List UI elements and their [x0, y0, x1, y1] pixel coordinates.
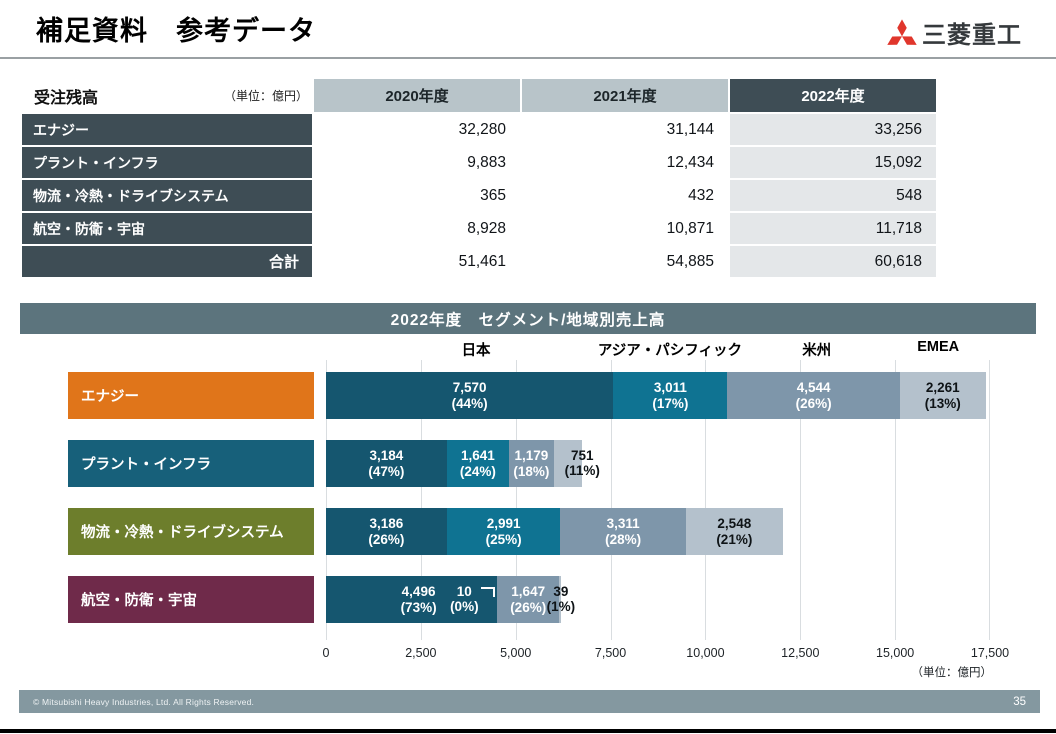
table-cell: 8,928	[314, 213, 520, 244]
bar-segment-emea: 2,548 (21%)	[685, 508, 783, 555]
chart-body: 日本 アジア・パシフィック 米州 EMEA エナジー 7,570 (44%) 3,…	[20, 334, 1036, 684]
table-cell: 365	[314, 180, 520, 211]
bar-row-plants-infra: プラント・インフラ 3,184 (47%) 1,641 (24%) 1,179 (18…	[20, 440, 1036, 487]
bar-segment-japan: 3,186 (26%)	[326, 508, 447, 555]
bar-segment-japan: 4,496 (73%)	[326, 576, 497, 623]
title-divider	[0, 57, 1056, 59]
chart-row-label-energy: エナジー	[68, 372, 314, 419]
table-cell: 60,618	[730, 246, 936, 277]
bar-segment-americas: 1,647 (26%)	[496, 576, 560, 623]
order-backlog-table: 受注残高 （単位：億円） 2020年度 2021年度 2022年度 エナジー 3…	[22, 79, 938, 277]
bar-track: 4,496 (73%) 10 (0%) 1,647 (26%) 39 (1%)	[326, 576, 990, 623]
chart-row-label-plants-infra: プラント・インフラ	[68, 440, 314, 487]
page-title: 補足資料 参考データ	[36, 16, 316, 46]
mhi-logo: 三菱重工	[885, 15, 1022, 50]
mitsubishi-three-diamonds-icon	[887, 18, 917, 45]
bar-segment-emea: 2,261 (13%)	[899, 372, 986, 419]
bar-segment-americas: 1,179 (18%)	[509, 440, 554, 487]
table-cell: 51,461	[314, 246, 520, 277]
footer-bar: © Mitsubishi Heavy Industries, Ltd. All …	[19, 690, 1040, 713]
logo-text: 三菱重工	[922, 22, 1022, 49]
callout-line	[480, 587, 495, 597]
chart-unit-note: （単位：億円）	[911, 667, 993, 679]
segment-region-revenue-chart: 2022年度 セグメント/地域別売上高 日本 アジア・パシフィック 米州 EME…	[20, 303, 1036, 684]
bar-row-energy: エナジー 7,570 (44%) 3,011 (17%) 4,544 (26%) 2,…	[20, 372, 1036, 419]
bar-segment-emea: 39 (1%)	[547, 576, 575, 623]
chart-row-label-logistics: 物流・冷熱・ドライブシステム	[68, 508, 314, 555]
table-cell: 548	[730, 180, 936, 211]
x-axis-labels: 0 2,500 5,000 7,500 10,000 12,500 15,000 17,…	[322, 646, 1010, 660]
row-label-energy: エナジー	[22, 114, 312, 145]
table-unit-note: （単位：億円）	[223, 89, 308, 103]
chart-row-label-aircraft-defense: 航空・防衛・宇宙	[68, 576, 314, 623]
region-header-emea: EMEA	[917, 339, 960, 355]
page-number: 35	[1013, 695, 1026, 708]
table-cell: 31,144	[522, 114, 728, 145]
row-label-total: 合計	[22, 246, 312, 277]
bar-segment-asia-pacific: 2,991 (25%)	[446, 508, 561, 555]
bar-segment-asia-pacific: 1,641 (24%)	[446, 440, 510, 487]
region-headers: 日本 アジア・パシフィック 米州 EMEA	[326, 339, 990, 359]
bar-segment-americas: 3,311 (28%)	[560, 508, 686, 555]
table-title-cell: 受注残高 （単位：億円）	[22, 79, 312, 112]
bar-track: 3,186 (26%) 2,991 (25%) 3,311 (28%) 2,548 (2…	[326, 508, 990, 555]
table-cell: 33,256	[730, 114, 936, 145]
bar-segment-americas: 4,544 (26%)	[727, 372, 900, 419]
bar-segment-emea: 751 (11%)	[553, 440, 600, 487]
bar-segment-asia-pacific: 3,011 (17%)	[613, 372, 728, 419]
table-cell: 9,883	[314, 147, 520, 178]
table-cell: 432	[522, 180, 728, 211]
region-header-japan: 日本	[461, 343, 491, 359]
table-cell: 54,885	[522, 246, 728, 277]
col-header-fy2022: 2022年度	[730, 79, 936, 112]
chart-gridlines	[326, 360, 990, 640]
bottom-border	[0, 729, 1056, 733]
table-cell: 12,434	[522, 147, 728, 178]
bar-segment-japan: 7,570 (44%)	[326, 372, 614, 419]
bar-row-logistics: 物流・冷熱・ドライブシステム 3,186 (26%) 2,991 (25%) 3,3…	[20, 508, 1036, 555]
table-title: 受注残高	[34, 89, 99, 107]
row-label-plants-infra: プラント・インフラ	[22, 147, 312, 178]
region-header-americas: 米州	[802, 343, 832, 359]
row-label-logistics: 物流・冷熱・ドライブシステム	[22, 180, 312, 211]
table-cell: 11,718	[730, 213, 936, 244]
copyright-text: © Mitsubishi Heavy Industries, Ltd. All …	[33, 696, 255, 707]
bar-row-aircraft-defense: 航空・防衛・宇宙 4,496 (73%) 10 (0%) 1,647 (26%) 39…	[20, 576, 1036, 623]
table-cell: 32,280	[314, 114, 520, 145]
chart-title: 2022年度 セグメント/地域別売上高	[20, 303, 1036, 334]
table-cell: 15,092	[730, 147, 936, 178]
bar-track: 3,184 (47%) 1,641 (24%) 1,179 (18%) 751 (11%…	[326, 440, 990, 487]
col-header-fy2021: 2021年度	[522, 79, 728, 112]
col-header-fy2020: 2020年度	[314, 79, 520, 112]
table-cell: 10,871	[522, 213, 728, 244]
row-label-aircraft-defense: 航空・防衛・宇宙	[22, 213, 312, 244]
region-header-asia-pacific: アジア・パシフィック	[597, 343, 743, 359]
bar-track: 7,570 (44%) 3,011 (17%) 4,544 (26%) 2,261 (1…	[326, 372, 990, 419]
bar-segment-japan: 3,184 (47%)	[326, 440, 447, 487]
